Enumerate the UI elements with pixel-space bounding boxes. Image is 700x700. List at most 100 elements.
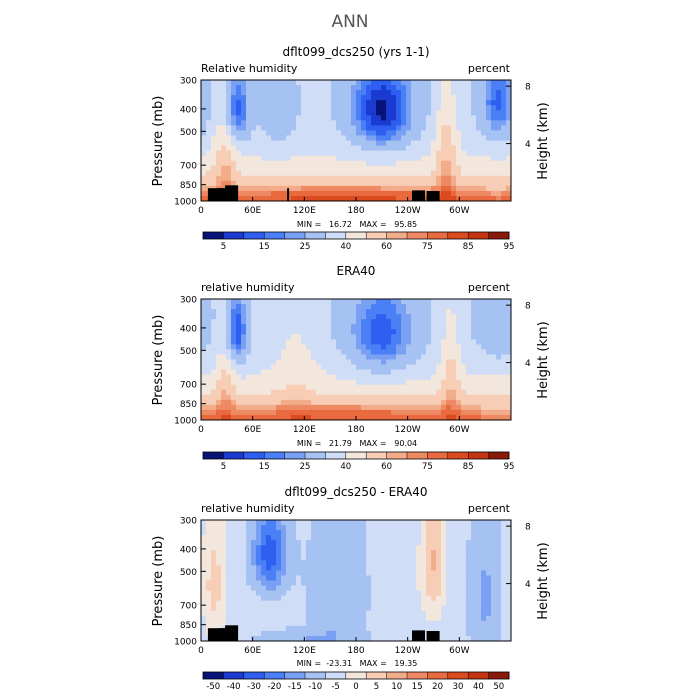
- field-cell: [391, 359, 397, 365]
- field-cell: [456, 105, 462, 111]
- field-cell: [431, 160, 437, 167]
- field-cell: [371, 364, 377, 370]
- field-cell: [476, 334, 482, 340]
- field-cell: [456, 170, 462, 177]
- field-cell: [446, 150, 452, 157]
- field-cell: [466, 635, 472, 642]
- field-cell: [441, 530, 447, 536]
- field-cell: [416, 170, 422, 177]
- field-cell: [486, 369, 492, 376]
- field-cell: [291, 135, 297, 141]
- field-cell: [461, 339, 467, 345]
- field-cell: [201, 125, 207, 131]
- field-cell: [381, 180, 387, 187]
- field-cell: [356, 580, 362, 586]
- field-cell: [496, 404, 502, 411]
- field-cell: [321, 540, 327, 546]
- field-cell: [351, 389, 357, 396]
- field-cell: [441, 125, 447, 131]
- field-cell: [361, 620, 367, 627]
- field-cell: [351, 349, 357, 355]
- field-cell: [266, 530, 272, 536]
- field-cell: [486, 630, 492, 637]
- field-cell: [261, 374, 267, 381]
- field-cell: [271, 150, 277, 157]
- field-cell: [236, 110, 242, 116]
- field-cell: [406, 625, 412, 632]
- field-cell: [291, 130, 297, 136]
- field-cell: [476, 130, 482, 136]
- field-cell: [416, 150, 422, 157]
- field-cell: [321, 100, 327, 106]
- field-cell: [321, 595, 327, 602]
- field-cell: [376, 555, 382, 561]
- field-cell: [336, 180, 342, 187]
- field-cell: [241, 600, 247, 607]
- field-cell: [271, 110, 277, 116]
- field-cell: [441, 540, 447, 546]
- field-cell: [226, 314, 232, 320]
- field-cell: [401, 369, 407, 376]
- field-cell: [501, 565, 507, 571]
- field-cell: [351, 175, 357, 182]
- field-cell: [231, 615, 237, 622]
- field-cell: [491, 334, 497, 340]
- field-cell: [336, 545, 342, 551]
- field-cell: [326, 125, 332, 131]
- field-cell: [286, 615, 292, 622]
- field-cell: [386, 329, 392, 335]
- field-cell: [226, 130, 232, 136]
- field-cell: [396, 354, 402, 360]
- field-cell: [421, 185, 427, 192]
- field-cell: [486, 150, 492, 157]
- field-cell: [481, 364, 487, 370]
- field-cell: [416, 160, 422, 167]
- field-cell: [471, 304, 477, 310]
- field-cell: [241, 349, 247, 355]
- field-cell: [276, 605, 282, 612]
- field-cell: [436, 595, 442, 602]
- field-cell: [341, 394, 347, 401]
- field-cell: [486, 319, 492, 325]
- field-cell: [351, 145, 357, 151]
- field-cell: [301, 610, 307, 617]
- field-cell: [271, 414, 277, 421]
- field-cell: [311, 339, 317, 345]
- field-cell: [411, 180, 417, 187]
- field-cell: [366, 349, 372, 355]
- field-cell: [406, 615, 412, 622]
- field-cell: [316, 530, 322, 536]
- field-cell: [506, 110, 512, 116]
- field-cell: [246, 359, 252, 365]
- field-cell: [331, 115, 337, 121]
- field-cell: [421, 125, 427, 131]
- field-cell: [211, 95, 217, 101]
- field-cell: [331, 304, 337, 310]
- field-cell: [316, 334, 322, 340]
- field-cell: [221, 530, 227, 536]
- field-cell: [411, 394, 417, 401]
- field-cell: [486, 349, 492, 355]
- field-cell: [501, 140, 507, 146]
- field-cell: [386, 165, 392, 172]
- field-cell: [456, 560, 462, 566]
- field-cell: [281, 180, 287, 187]
- field-cell: [261, 150, 267, 157]
- field-cell: [491, 369, 497, 376]
- field-cell: [501, 630, 507, 637]
- field-cell: [406, 605, 412, 612]
- field-cell: [251, 409, 257, 416]
- field-cell: [266, 379, 272, 386]
- field-cell: [401, 170, 407, 177]
- field-cell: [471, 130, 477, 136]
- field-cell: [246, 120, 252, 126]
- field-cell: [401, 530, 407, 536]
- field-cell: [471, 344, 477, 350]
- field-cell: [251, 120, 257, 126]
- field-cell: [351, 545, 357, 551]
- field-cell: [306, 550, 312, 556]
- field-cell: [296, 540, 302, 546]
- field-cell: [291, 394, 297, 401]
- field-cell: [371, 135, 377, 141]
- field-cell: [241, 590, 247, 597]
